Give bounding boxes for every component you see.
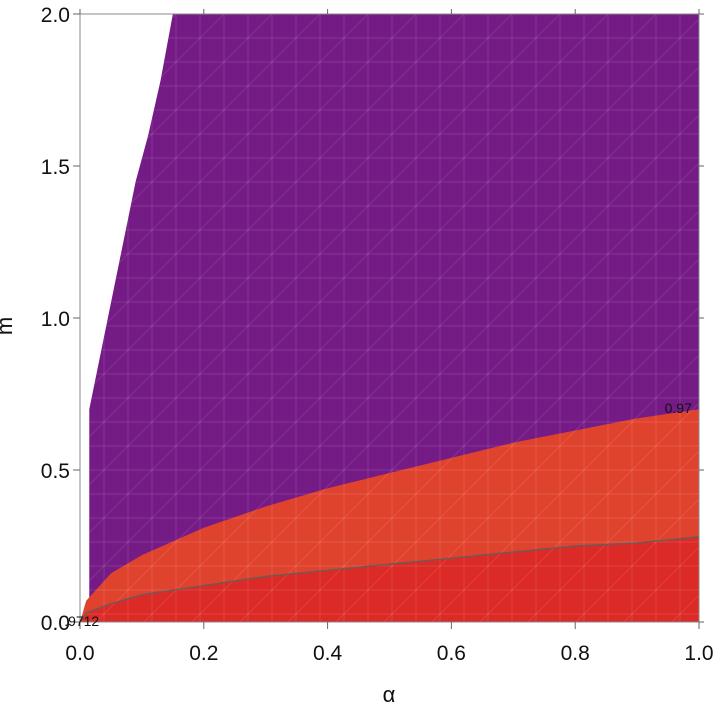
mesh-diagonal <box>95 18 699 622</box>
contour-line <box>80 536 699 622</box>
contour-labels: 0.97 .9712 <box>64 400 692 629</box>
mesh-diagonal <box>143 66 699 622</box>
y-tick-label: 1.5 <box>41 156 70 179</box>
mesh-diagonal <box>239 162 699 622</box>
x-tick-label: 0.2 <box>189 642 218 665</box>
mesh-diagonal <box>80 14 465 399</box>
mesh-diagonal <box>287 210 699 622</box>
ticks-layer: 0.0 0.2 0.4 0.6 0.8 1.0 0.0 0.5 1.0 1.5 2.0 <box>41 4 714 665</box>
mesh-diagonal <box>80 14 225 159</box>
y-tick-label: 0.0 <box>41 612 70 635</box>
contour-label: 0.97 <box>665 400 692 416</box>
x-tick-label: 1.0 <box>684 642 713 665</box>
x-tick-label: 0.0 <box>65 642 94 665</box>
mesh-diagonal <box>479 402 699 622</box>
mesh-diagonal <box>80 14 657 591</box>
mesh-diagonal <box>431 354 699 622</box>
mesh-diagonal <box>575 498 699 622</box>
x-axis-title: α <box>383 682 396 707</box>
y-axis-title: m <box>0 317 17 335</box>
mesh-diagonal <box>80 14 561 495</box>
y-tick-label: 2.0 <box>41 4 70 27</box>
y-tick-label: 0.5 <box>41 460 70 483</box>
x-tick-label: 0.4 <box>313 642 343 665</box>
y-tick-label: 1.0 <box>41 308 70 331</box>
mesh-diagonal <box>335 258 699 622</box>
x-tick-label: 0.8 <box>561 642 590 665</box>
contour-layer <box>80 536 699 622</box>
contour-label: .9712 <box>64 613 99 629</box>
mesh-diagonal <box>80 14 321 255</box>
mesh-diagonal <box>80 14 417 351</box>
mesh-overlay <box>80 14 699 622</box>
mesh-diagonal <box>527 450 699 622</box>
mesh-diagonal <box>80 14 369 303</box>
mesh-diagonal <box>80 14 273 207</box>
region-red <box>80 536 699 622</box>
x-tick-label: 0.6 <box>437 642 466 665</box>
mesh-diagonal <box>80 14 609 543</box>
regions-layer <box>80 14 699 622</box>
mesh-diagonal <box>80 14 513 447</box>
mesh-diagonal <box>383 306 699 622</box>
